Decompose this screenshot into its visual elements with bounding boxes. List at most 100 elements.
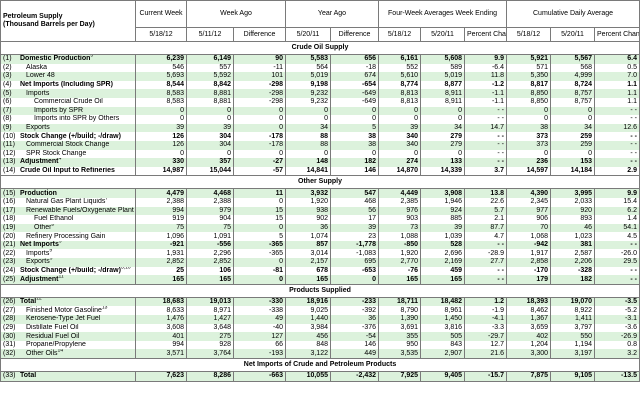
row-name: Fuel Ethanol [34,215,74,223]
data-row: (23) Exports9 2,852 2,852 0 2,157 695 2,770 2,16… [0,258,640,267]
data-row: (6) Commercial Crude Oil 8,583 8,881 -298 9,2… [0,97,640,107]
value-cell: 165 [135,275,187,285]
row-label: (32) Other Oils14 [0,349,136,360]
value-cell: 2,033 [550,197,596,207]
value-cell: 3.2 [594,349,640,360]
row-label: (16) Natural Gas Plant Liquids7 [0,197,136,207]
value-cell: 355 [378,332,422,341]
data-row: (22) Imports9 1,931 2,296 -365 3,014 -1,083 1,9… [0,249,640,259]
row-name: Adjustment [20,158,59,166]
row-number: (29) [3,323,16,331]
value-cell: 1.4 [594,215,640,224]
value-cell: 1.2 [464,297,508,307]
value-cell: 402 [506,332,552,341]
data-row: (26) Total12 18,683 19,013 -330 18,916 -233 18,… [0,297,640,307]
value-cell: - - [464,115,508,124]
value-cell: 5 [233,232,286,241]
row-number: (5) [3,89,12,97]
footnote-ref: 4 [58,158,62,163]
value-cell: 4,390 [506,188,552,198]
value-cell: 449 [329,349,380,360]
value-cell: - - [464,158,508,167]
value-cell: 15,044 [186,166,234,177]
row-label: (13) Adjustment4 [0,158,136,167]
value-cell: -3.3 [464,323,508,333]
data-row: (15) Production 4,479 4,468 11 3,932 547 4,449 3… [0,188,640,198]
value-cell: 468 [329,197,380,207]
row-label: (23) Exports9 [0,258,136,267]
value-cell: 857 [285,240,331,250]
value-cell: 906 [506,215,552,224]
section-title: Other Supply [0,175,640,190]
value-cell: 8,911 [420,97,466,107]
value-cell: 56 [329,206,380,216]
value-cell: 2,296 [186,249,234,259]
row-name: Imports into SPR by Others [34,115,120,123]
row-label: (11) Commercial Stock Change [0,140,136,150]
value-cell: 39 [378,123,422,133]
row-name: Renewable Fuels/Oxygenate Plant [26,206,134,214]
value-cell: 0 [233,223,286,233]
row-number: (32) [3,349,16,357]
data-row: (25) Adjustment11 165 165 0 165 0 165 165- -179 1… [0,275,640,285]
value-cell: - - [594,115,640,124]
value-cell: - - [594,158,640,167]
value-cell: 0 [378,149,422,159]
value-cell: -193 [233,349,286,360]
value-cell: -1.2 [464,80,508,90]
column-group: Week Ago [186,0,286,28]
value-cell: 153 [550,158,596,167]
value-cell: 279 [420,140,466,150]
row-name: Imports [26,89,50,97]
value-cell: 0 [285,106,331,116]
value-cell: 2,388 [135,197,187,207]
row-number: (19) [3,223,16,231]
value-cell: 3.7 [464,166,508,177]
value-cell: 2,907 [420,349,466,360]
value-cell: - - [464,266,508,276]
row-number: (24) [3,266,16,274]
value-cell: 695 [329,258,380,267]
value-cell: 3,764 [186,349,234,360]
row-number: (9) [3,124,12,132]
data-row: (28) Kerosene-Type Jet Fuel 1,476 1,427 49 1,… [0,315,640,324]
row-name: Kerosene-Type Jet Fuel [26,315,101,323]
value-cell: - - [594,132,640,141]
value-cell: 9,405 [420,371,466,382]
section-title: Crude Oil Supply [0,41,640,55]
value-cell: -170 [506,266,552,276]
value-cell: 274 [378,158,422,167]
column-header: Percent Change [594,27,640,42]
row-label: (9) Exports [0,123,136,133]
value-cell: 1,194 [550,340,596,350]
value-cell: -663 [233,371,286,382]
data-row: (27) Finished Motor Gasoline13 8,633 8,971-… [0,306,640,316]
section-row: Net Imports of Crude and Petroleum Produ… [0,358,640,372]
row-number: (23) [3,258,16,266]
value-cell: -365 [233,240,286,250]
value-cell: 304 [186,140,234,150]
row-label: (22) Imports9 [0,249,136,259]
value-cell: 950 [378,340,422,350]
value-cell: 843 [420,340,466,350]
value-cell: 3,197 [550,349,596,360]
value-cell: 8,790 [378,306,422,316]
value-cell: 977 [506,206,552,216]
row-name: Domestic Production [20,55,91,63]
value-cell: 656 [329,54,380,64]
value-cell: 5,567 [550,54,596,64]
footnote-ref: 9 [49,249,53,254]
data-row: (20) Refinery Processing Gain 1,096 1,091 5 1… [0,232,640,241]
value-cell: 2,852 [135,258,187,267]
value-cell: 18,916 [285,297,331,307]
row-number: (25) [3,275,16,283]
value-cell: 0 [285,115,331,124]
value-cell: 3,535 [378,349,422,360]
value-cell: 0 [329,275,380,285]
value-cell: 182 [550,275,596,285]
data-row: (2) Alaska 546 557 -11 564 -18 552 589 -6.4 571 568… [0,63,640,73]
value-cell: 236 [506,158,552,167]
value-cell: 4,468 [186,188,234,198]
value-cell: 528 [420,240,466,250]
